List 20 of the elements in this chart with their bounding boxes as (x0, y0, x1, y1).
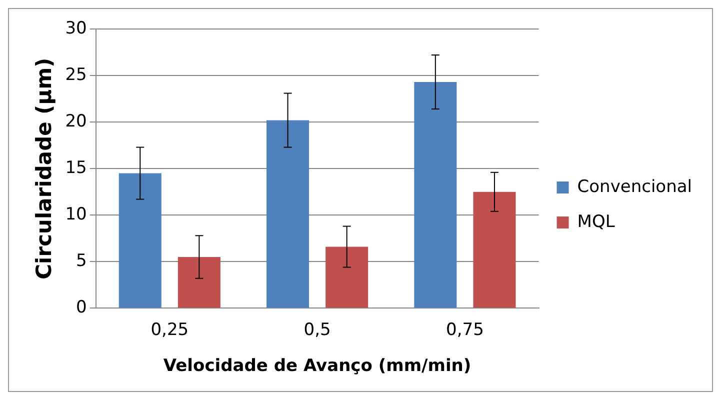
legend-label: Convencional (577, 176, 692, 197)
bar (266, 120, 310, 308)
y-tick-label: 5 (76, 251, 87, 272)
legend-label: MQL (577, 212, 616, 232)
x-axis-title: Velocidade de Avanço (mm/min) (163, 356, 472, 376)
bar (178, 257, 220, 308)
y-tick-label: 20 (65, 111, 87, 132)
bar (326, 246, 368, 308)
y-tick-label: 0 (76, 298, 87, 318)
bar (118, 173, 162, 308)
y-tick-label: 25 (65, 64, 87, 85)
x-tick-label: 0,75 (446, 320, 484, 340)
y-tick-label: 15 (65, 158, 87, 178)
bar (414, 82, 457, 308)
y-axis-title: Circularidade (µm) (32, 58, 56, 280)
y-tick-label: 30 (65, 18, 87, 38)
y-tick-label: 10 (65, 204, 87, 225)
x-tick-label: 0,25 (150, 320, 189, 340)
x-tick-label: 0,5 (304, 320, 331, 340)
bar (473, 192, 516, 308)
